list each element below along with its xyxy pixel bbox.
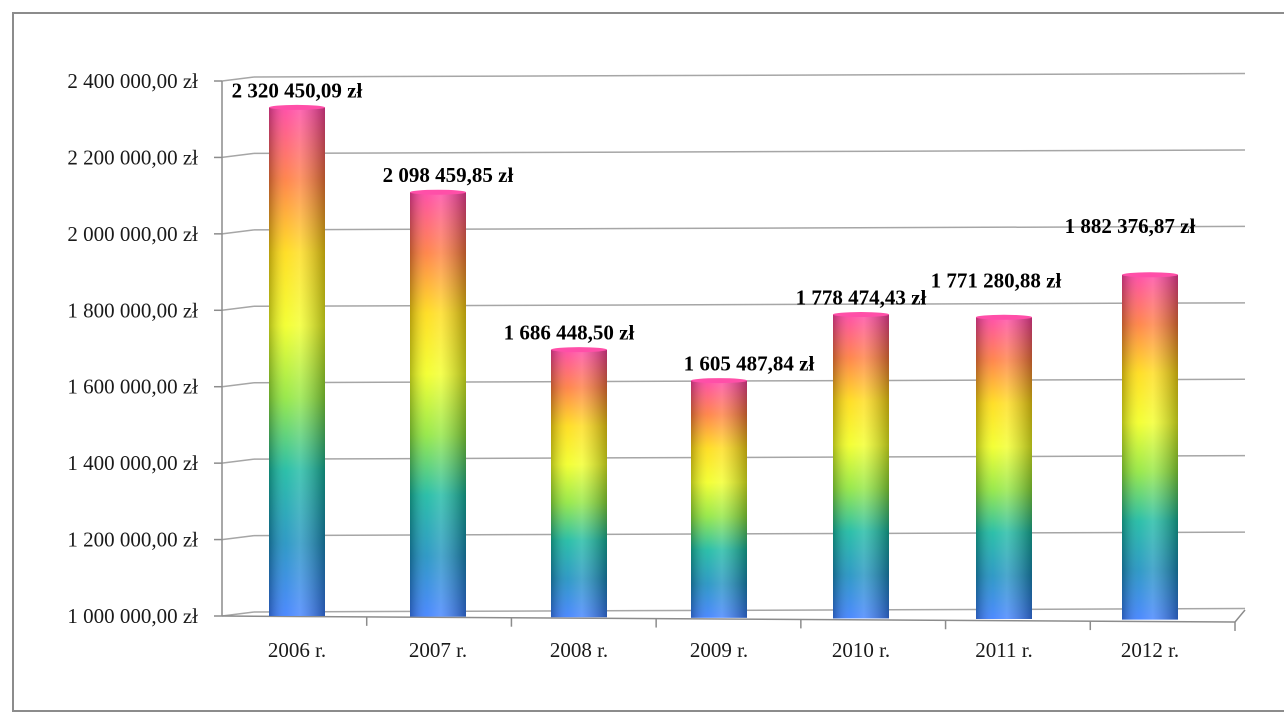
data-label: 1 605 487,84 zł (684, 352, 815, 376)
data-label: 1 686 448,50 zł (504, 321, 635, 345)
bar-2007r (410, 189, 466, 617)
x-tick-label: 2012 r. (1121, 638, 1179, 662)
gridline (253, 531, 1246, 537)
gridline-depth (221, 229, 255, 235)
gridline-depth (221, 458, 255, 464)
bar-2008r (551, 347, 607, 618)
y-tick-label: 2 000 000,00 zł (67, 222, 198, 246)
x-tick-label: 2006 r. (268, 638, 326, 662)
gridline-depth (221, 534, 255, 541)
bars (269, 104, 1178, 620)
y-tick-label: 1 000 000,00 zł (67, 604, 198, 628)
data-label: 2 320 450,09 zł (232, 78, 363, 102)
x-tick-label: 2008 r. (550, 638, 608, 662)
labels: 1 000 000,00 zł 1 200 000,00 zł 1 400 000,… (67, 69, 1195, 662)
x-tick-label: 2007 r. (409, 638, 467, 662)
bar-chart: 1 000 000,00 zł 1 200 000,00 zł 1 400 000,… (67, 69, 1246, 662)
data-label: 1 882 376,87 zł (1065, 214, 1196, 238)
gridline (253, 302, 1246, 308)
gridline (253, 149, 1246, 155)
gridline (253, 607, 1246, 613)
x-tick-label: 2009 r. (690, 638, 748, 662)
gridline (253, 72, 1246, 78)
x-tick-label: 2011 r. (975, 638, 1033, 662)
bar-2012r (1122, 272, 1178, 620)
data-label: 1 778 474,43 zł (796, 286, 927, 310)
bar-2006r (269, 104, 325, 617)
bar-2009r (691, 378, 747, 618)
gridline-depth (221, 381, 255, 388)
x-tick-label: 2010 r. (832, 638, 890, 662)
y-tick-label: 2 200 000,00 zł (67, 145, 198, 169)
y-tick-label: 1 600 000,00 zł (67, 375, 198, 399)
bar-2011r (976, 314, 1032, 619)
axes (214, 80, 1246, 631)
data-label: 1 771 280,88 zł (931, 268, 1062, 292)
y-tick-label: 2 400 000,00 zł (67, 69, 198, 93)
gridline-depth (221, 305, 255, 312)
y-tick-label: 1 800 000,00 zł (67, 298, 198, 322)
gridline (253, 378, 1246, 384)
gridline (253, 454, 1246, 460)
y-tick-label: 1 200 000,00 zł (67, 528, 198, 552)
gridline-depth (221, 76, 255, 82)
bar-2010r (833, 312, 889, 619)
y-tick-label: 1 400 000,00 zł (67, 451, 198, 475)
gridline-depth (221, 152, 255, 159)
data-label: 2 098 459,85 zł (383, 163, 514, 187)
